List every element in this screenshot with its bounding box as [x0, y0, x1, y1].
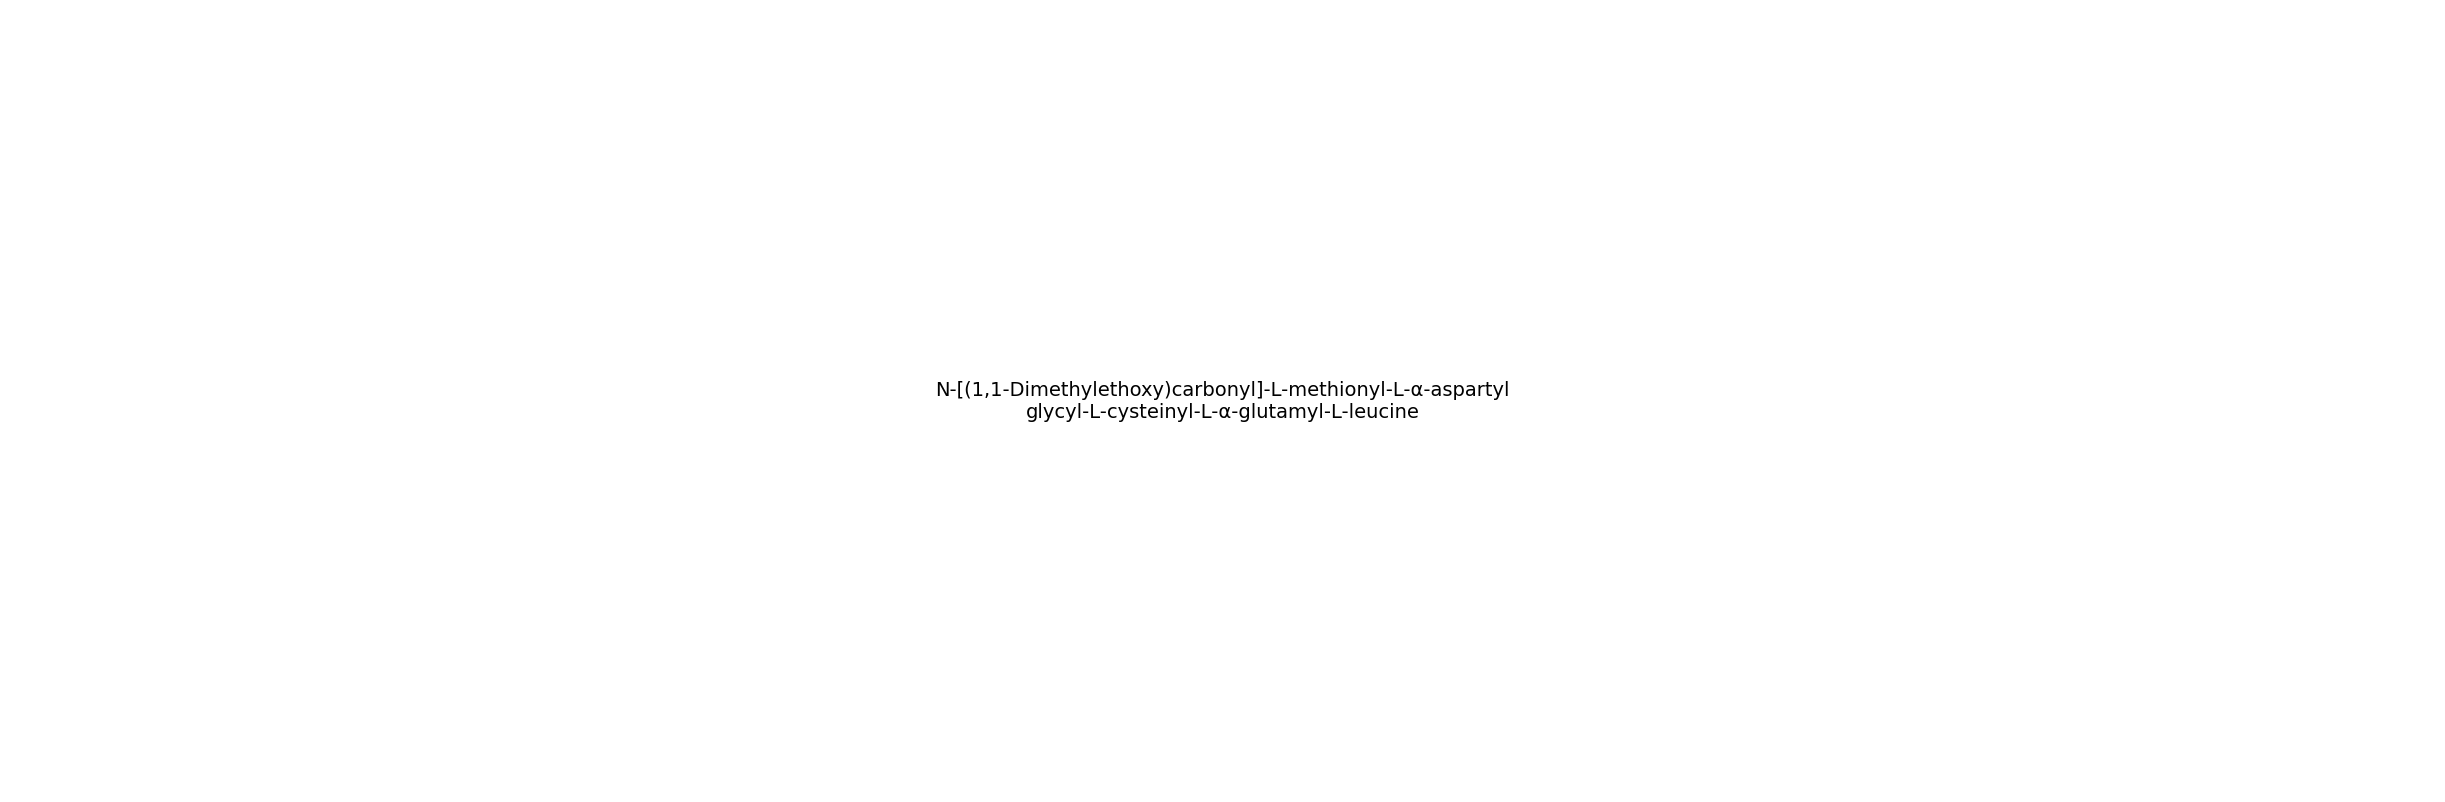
Text: N-[(1,1-Dimethylethoxy)carbonyl]-L-methionyl-L-α-aspartyl
glycyl-L-cysteinyl-L-α: N-[(1,1-Dimethylethoxy)carbonyl]-L-methi…	[936, 380, 1509, 422]
